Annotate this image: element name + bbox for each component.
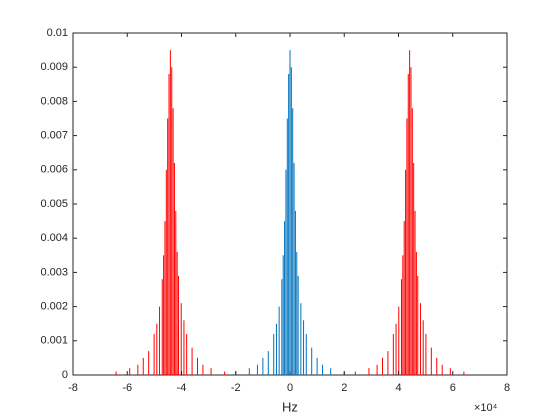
x-tick-label: 4: [395, 382, 401, 394]
x-tick-label: 8: [504, 382, 510, 394]
y-tick-label: 0: [62, 369, 68, 381]
y-tick-label: 0.001: [40, 335, 68, 347]
y-tick-label: 0.003: [40, 266, 68, 278]
x-exponent: ×10⁴: [474, 402, 498, 414]
x-tick-label: -8: [68, 382, 78, 394]
y-tick-label: 0.009: [40, 61, 68, 73]
y-tick-label: 0.006: [40, 164, 68, 176]
x-tick-label: 0: [287, 382, 293, 394]
y-tick-label: 0.01: [47, 27, 68, 39]
y-tick-label: 0.002: [40, 301, 68, 313]
y-tick-label: 0.008: [40, 95, 68, 107]
y-tick-label: 0.004: [40, 232, 68, 244]
x-tick-label: 6: [450, 382, 456, 394]
x-tick-label: -2: [231, 382, 241, 394]
x-tick-label: -4: [177, 382, 187, 394]
y-tick-label: 0.007: [40, 130, 68, 142]
y-tick-label: 0.005: [40, 198, 68, 210]
x-tick-label: -6: [122, 382, 132, 394]
x-axis-label: Hz: [282, 399, 298, 414]
x-tick-label: 2: [341, 382, 347, 394]
